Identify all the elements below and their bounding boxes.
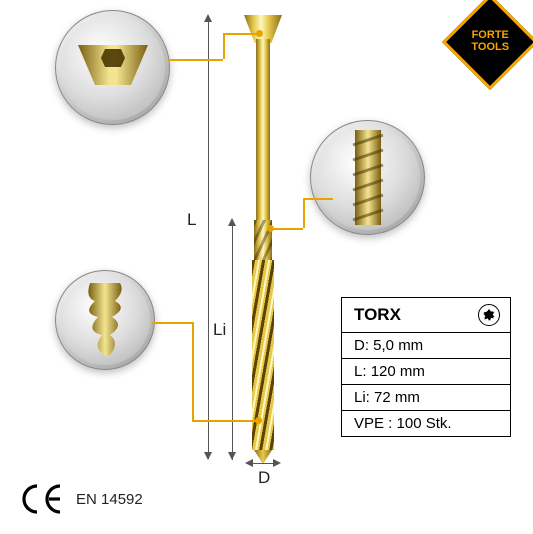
- spec-d-value: 5,0 mm: [373, 337, 423, 354]
- label-L: L: [187, 210, 196, 230]
- arrow-Li-top: [228, 218, 236, 226]
- spec-head-row: TORX: [342, 298, 510, 332]
- certification: EN 14592: [20, 484, 143, 514]
- ce-mark-icon: [20, 484, 64, 514]
- spec-l-label: L:: [354, 363, 367, 380]
- spec-table: TORX D: 5,0 mm L: 120 mm Li: 72 mm VPE :…: [341, 297, 511, 437]
- arrow-L-bottom: [204, 452, 212, 460]
- detail-tip-inner: [60, 275, 150, 365]
- arrow-L-top: [204, 14, 212, 22]
- tip-detail-icon: [80, 283, 130, 358]
- dimline-D: [252, 463, 274, 464]
- arrow-Li-bottom: [228, 452, 236, 460]
- spec-vpe-value: 100 Stk.: [397, 415, 452, 432]
- label-D: D: [258, 468, 270, 488]
- detail-head-inner: [60, 15, 165, 120]
- brand-line2: TOOLS: [471, 42, 509, 54]
- spec-d-label: D:: [354, 337, 369, 354]
- callout-head: [168, 33, 264, 63]
- ribs-detail-icon: [348, 130, 388, 225]
- spec-row-d: D: 5,0 mm: [342, 332, 510, 358]
- spec-li-value: 72 mm: [374, 389, 420, 406]
- spec-l-value: 120 mm: [371, 363, 425, 380]
- standard-number: EN 14592: [76, 491, 143, 508]
- spec-row-l: L: 120 mm: [342, 358, 510, 384]
- callout-tip: [152, 322, 262, 422]
- screw-tip: [254, 450, 272, 464]
- spec-drive-label: TORX: [354, 305, 401, 325]
- callout-ribs: [270, 198, 340, 238]
- brand-text: FORTE TOOLS: [471, 30, 509, 53]
- torx-icon: [478, 304, 500, 326]
- arrow-D-right: [273, 459, 281, 467]
- screw-shank: [256, 39, 270, 239]
- spec-li-label: Li:: [354, 389, 370, 406]
- brand-badge: FORTE TOOLS: [442, 0, 533, 90]
- spec-vpe-label: VPE :: [354, 415, 392, 432]
- arrow-D-left: [245, 459, 253, 467]
- detail-head-circle: [55, 10, 170, 125]
- spec-row-li: Li: 72 mm: [342, 384, 510, 410]
- head-detail-icon: [73, 40, 153, 95]
- spec-row-vpe: VPE : 100 Stk.: [342, 410, 510, 436]
- detail-tip-circle: [55, 270, 155, 370]
